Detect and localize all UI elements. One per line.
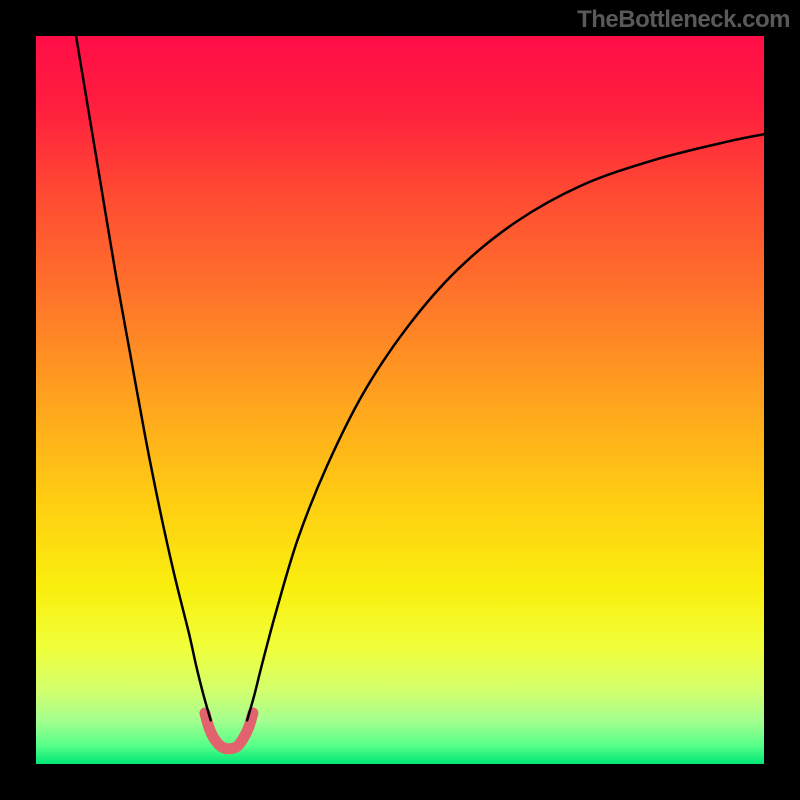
- chart-frame: TheBottleneck.com: [0, 0, 800, 800]
- watermark-text: TheBottleneck.com: [577, 6, 790, 34]
- bottleneck-chart: [0, 0, 800, 800]
- gradient-background: [36, 36, 764, 764]
